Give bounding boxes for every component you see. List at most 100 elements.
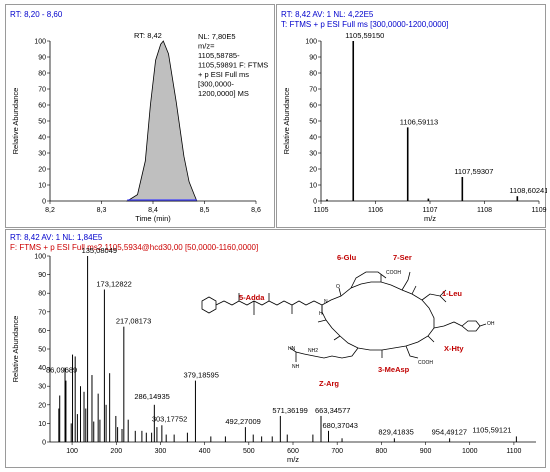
ms2-peak-label: 86,09689 xyxy=(46,366,77,375)
ms1-peak-label: 1107,59307 xyxy=(454,167,493,176)
y-tick-label: 30 xyxy=(309,151,317,158)
atom-hn: HN xyxy=(288,346,296,352)
x-tick-label: 8,2 xyxy=(45,207,55,214)
ms2-svg: RT: 8,42 AV: 1 NL: 1,84E5 F: FTMS + p ES… xyxy=(10,233,536,464)
ms2-peak-label: 303,17752 xyxy=(152,414,187,423)
x-tick-label: 1109 xyxy=(531,207,546,214)
y-tick-label: 30 xyxy=(38,384,46,391)
chromatogram-info-line: 1105,59891 F: FTMS xyxy=(198,61,268,70)
phenyl-ring xyxy=(201,296,217,314)
x-tick-label: 8,3 xyxy=(97,207,107,214)
y-tick-label: 20 xyxy=(38,167,46,174)
x-tick-label: 1105 xyxy=(313,207,328,214)
x-tick-label: 8,4 xyxy=(148,207,158,214)
chromatogram-peak-area xyxy=(125,40,198,202)
x-tick-label: 800 xyxy=(376,448,388,455)
ms1-peak-label: 1108,60241 xyxy=(509,186,547,195)
x-tick-label: 200 xyxy=(110,448,122,455)
adda-chain xyxy=(215,300,323,306)
chromatogram-info-line: 1200,0000] MS xyxy=(198,89,249,98)
atom-n: N xyxy=(324,299,328,305)
hty-hydroxyl-bond xyxy=(479,323,487,327)
y-tick-label: 0 xyxy=(313,199,317,206)
y-tick-label: 0 xyxy=(42,199,46,206)
atom-nh2: NH2 xyxy=(308,348,318,354)
y-tick-label: 60 xyxy=(38,328,46,335)
chromatogram-info-line: NL: 7,80E5 xyxy=(198,32,236,41)
ms2-peak-label: 663,34577 xyxy=(315,406,350,415)
x-axis-label: m/z xyxy=(287,455,299,464)
chromatogram-info-line: [300,0000- xyxy=(198,80,234,89)
ms2-panel: RT: 8,42 AV: 1 NL: 1,84E5 F: FTMS + p ES… xyxy=(5,229,546,468)
ms1-plot: 0 10 20 30 40 50 60 70 80 90 100 1105 1106 1107 1108 11… xyxy=(282,31,547,223)
structure-labels: 6-Glu 7-Ser 5-Adda 1-Leu X-Hty Z-Arg 3-M… xyxy=(239,253,464,388)
chromatogram-info-line: 1105,58785- xyxy=(198,51,240,60)
hty-ring xyxy=(461,320,481,332)
carbonyl-bond xyxy=(411,285,417,295)
x-axis-label: Time (min) xyxy=(135,214,171,223)
ms2-peak-label: 217,08173 xyxy=(116,317,151,326)
x-tick-label: 700 xyxy=(331,448,343,455)
x-tick-label: 1000 xyxy=(462,448,478,455)
y-tick-label: 10 xyxy=(38,183,46,190)
atom-oh: OH xyxy=(487,321,495,327)
y-tick-label: 70 xyxy=(38,309,46,316)
ms2-peak-label: 379,18595 xyxy=(183,371,218,380)
atom-nh: NH xyxy=(292,364,300,370)
y-tick-label: 50 xyxy=(309,119,317,126)
label-7-ser: 7-Ser xyxy=(393,253,412,262)
y-tick-label: 100 xyxy=(305,39,317,46)
ms1-header-line1: RT: 8,42 AV: 1 NL: 4,22E5 xyxy=(281,10,374,19)
y-tick-label: 80 xyxy=(309,71,317,78)
ms2-peak-label: 954,49127 xyxy=(432,427,467,436)
x-tick-label: 1100 xyxy=(506,448,521,455)
y-tick-label: 90 xyxy=(309,55,317,62)
hty-side-chain xyxy=(433,321,463,329)
y-tick-label: 80 xyxy=(38,291,46,298)
structure-atoms: COOH COOH HN NH NH2 OH O H N xyxy=(288,270,495,370)
microcystin-structure xyxy=(201,271,487,362)
x-axis-label: m/z xyxy=(424,214,436,223)
ms1-header-line2: T: FTMS + p ESI Full ms [300,0000-1200,0… xyxy=(281,20,448,29)
y-tick-label: 0 xyxy=(42,440,46,447)
atom-h: H xyxy=(319,311,323,317)
label-z-arg: Z-Arg xyxy=(319,379,339,388)
carbonyl-bond xyxy=(333,335,341,341)
ms2-peak-label: 829,41835 xyxy=(378,427,413,436)
y-tick-label: 10 xyxy=(309,183,317,190)
y-tick-label: 70 xyxy=(38,87,46,94)
y-tick-label: 50 xyxy=(38,119,46,126)
y-axis-label: Relative Abundance xyxy=(11,88,20,155)
ms2-header-line1: RT: 8,42 AV: 1 NL: 1,84E5 xyxy=(10,233,103,242)
carbonyl-bond xyxy=(317,319,327,323)
chromatogram-panel: RT: 8,20 - 8,60 0 10 20 30 40 50 60 70 80 90 100 8,… xyxy=(5,4,275,228)
atom-cooh: COOH xyxy=(386,270,401,276)
y-tick-label: 70 xyxy=(309,87,317,94)
x-tick-label: 500 xyxy=(243,448,255,455)
y-tick-label: 100 xyxy=(34,39,46,46)
x-tick-label: 8,5 xyxy=(200,207,210,214)
y-tick-label: 80 xyxy=(38,71,46,78)
label-1-leu: 1-Leu xyxy=(442,289,462,298)
ms1-peak-label: 1105,59150 xyxy=(345,31,384,40)
y-tick-label: 40 xyxy=(309,135,317,142)
ms1-panel: RT: 8,42 AV: 1 NL: 4,22E5 T: FTMS + p ES… xyxy=(276,4,547,228)
macrocycle-ring xyxy=(321,281,435,351)
ms1-svg: RT: 8,42 AV: 1 NL: 4,22E5 T: FTMS + p ES… xyxy=(281,10,547,223)
x-tick-label: 300 xyxy=(155,448,167,455)
y-tick-label: 10 xyxy=(38,421,46,428)
label-6-glu: 6-Glu xyxy=(337,253,357,262)
x-tick-label: 100 xyxy=(66,448,78,455)
chromatogram-info-line: m/z= xyxy=(198,42,215,51)
x-tick-label: 600 xyxy=(287,448,299,455)
carbonyl-bond xyxy=(427,335,435,343)
chromatogram-plot: 0 10 20 30 40 50 60 70 80 90 100 8,2 8,3 8,4 8,5 8,6 Tim… xyxy=(11,39,261,224)
carbonyl-bond xyxy=(338,287,342,297)
y-tick-label: 60 xyxy=(38,103,46,110)
x-tick-label: 1107 xyxy=(422,207,437,214)
y-tick-label: 40 xyxy=(38,365,46,372)
y-tick-label: 20 xyxy=(38,402,46,409)
chromatogram-header: RT: 8,20 - 8,60 xyxy=(10,10,63,19)
x-tick-label: 400 xyxy=(199,448,211,455)
